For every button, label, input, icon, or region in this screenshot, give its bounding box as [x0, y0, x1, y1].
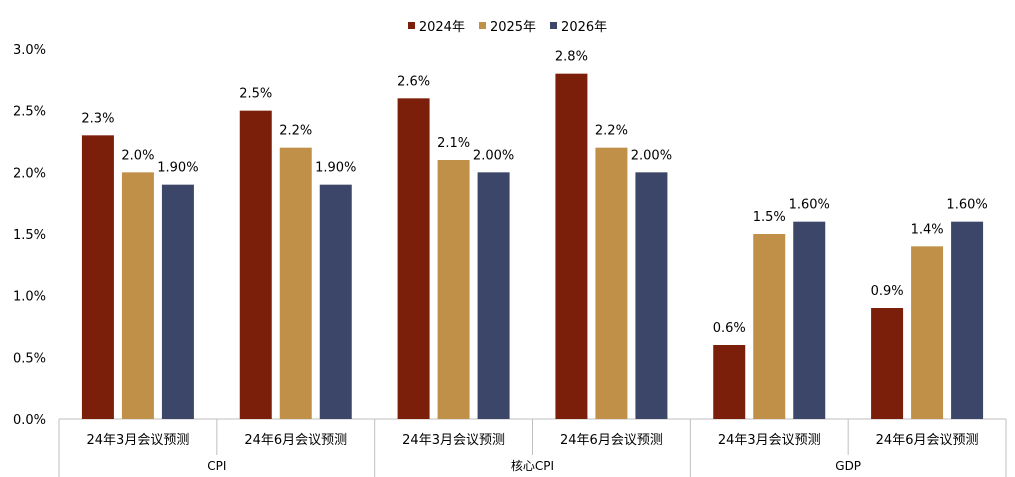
- legend-label-2024: 2024年: [418, 20, 465, 35]
- bar: [793, 221, 826, 419]
- data-label: 2.6%: [397, 74, 430, 89]
- y-tick-label: 1.5%: [13, 228, 46, 243]
- data-label: 2.2%: [595, 124, 628, 139]
- data-label: 1.90%: [315, 161, 356, 176]
- bar: [161, 184, 194, 419]
- bar: [713, 345, 746, 419]
- x-category-label: 24年6月会议预测: [560, 433, 663, 448]
- bar: [81, 135, 114, 420]
- data-label: 2.5%: [239, 87, 272, 102]
- data-label: 2.00%: [473, 148, 514, 163]
- bar: [595, 147, 628, 419]
- x-group-label: GDP: [835, 459, 861, 473]
- y-tick-label: 0.0%: [13, 413, 46, 428]
- data-label: 0.9%: [871, 284, 904, 299]
- data-label: 1.60%: [946, 198, 987, 213]
- data-label: 1.5%: [753, 210, 786, 225]
- x-category-label: 24年3月会议预测: [87, 433, 190, 448]
- x-group-label: CPI: [207, 459, 226, 473]
- data-label: 2.1%: [437, 136, 470, 151]
- legend-item-2024: 2024年: [407, 16, 465, 35]
- y-tick-label: 1.0%: [13, 290, 46, 305]
- y-tick-label: 2.5%: [13, 105, 46, 120]
- bar: [555, 73, 588, 420]
- bar: [871, 308, 904, 419]
- y-tick-label: 3.0%: [13, 43, 46, 58]
- y-tick-label: 0.5%: [13, 351, 46, 366]
- bar: [635, 172, 668, 419]
- bar: [911, 246, 944, 419]
- legend-label-2026: 2026年: [561, 20, 608, 35]
- x-category-label: 24年3月会议预测: [718, 433, 821, 448]
- bar: [397, 98, 430, 419]
- x-category-label: 24年6月会议预测: [876, 433, 979, 448]
- x-group-label: 核心CPI: [511, 459, 554, 473]
- legend-swatch-2026: [550, 22, 558, 29]
- data-label: 1.90%: [157, 161, 198, 176]
- bar: [951, 221, 984, 419]
- bar: [239, 110, 272, 420]
- x-category-label: 24年6月会议预测: [244, 433, 347, 448]
- bar: [477, 172, 510, 419]
- x-category-label: 24年3月会议预测: [402, 433, 505, 448]
- data-label: 1.60%: [789, 198, 830, 213]
- legend-label-2025: 2025年: [489, 20, 537, 35]
- data-label: 2.2%: [279, 124, 312, 139]
- bar: [753, 234, 786, 419]
- data-label: 2.00%: [631, 148, 672, 163]
- data-label: 1.4%: [911, 222, 944, 237]
- data-label: 2.8%: [555, 50, 588, 65]
- bar: [121, 172, 154, 419]
- y-tick-label: 2.0%: [13, 166, 46, 181]
- legend: 2024年 2025年 2026年: [0, 16, 1015, 35]
- data-label: 0.6%: [713, 321, 746, 336]
- bar: [319, 184, 352, 419]
- data-label: 2.0%: [121, 148, 154, 163]
- legend-item-2025: 2025年: [478, 16, 537, 35]
- legend-item-2026: 2026年: [550, 16, 607, 35]
- legend-swatch-2024: [407, 22, 415, 29]
- data-label: 2.3%: [81, 111, 114, 126]
- legend-swatch-2025: [478, 22, 486, 29]
- bar: [279, 147, 312, 419]
- bar: [437, 160, 470, 419]
